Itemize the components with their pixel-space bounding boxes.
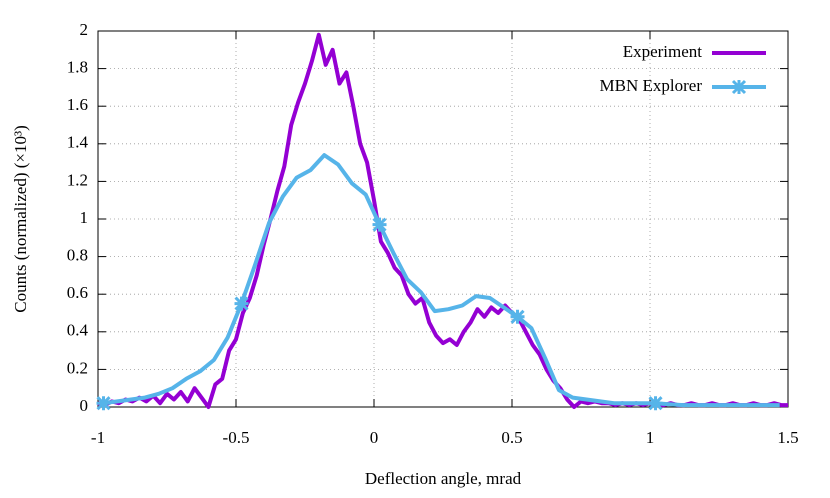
- legend-label: Experiment: [623, 42, 703, 61]
- y-tick-label: 2: [80, 20, 89, 39]
- marker: [510, 309, 525, 324]
- y-tick-label: 1.2: [67, 170, 88, 189]
- data-line: [103, 153, 780, 408]
- marker: [372, 217, 387, 232]
- y-tick-label: 0.6: [67, 283, 88, 302]
- y-tick-label: 0.2: [67, 358, 88, 377]
- x-tick-label: -0.5: [223, 428, 250, 447]
- x-tick-label: 0: [370, 428, 379, 447]
- legend-label: MBN Explorer: [600, 76, 703, 95]
- y-axis-label: Counts (normalized) (×10³): [11, 125, 30, 312]
- plot-frame: [97, 30, 789, 408]
- y-tick-label: 0.8: [67, 246, 88, 265]
- marker: [96, 396, 111, 411]
- y-tick-label: 0: [80, 396, 89, 415]
- marker: [234, 296, 249, 311]
- x-tick-label: 0.5: [501, 428, 522, 447]
- x-axis-label: Deflection angle, mrad: [365, 469, 522, 488]
- x-tick-label: -1: [91, 428, 105, 447]
- marker: [648, 396, 663, 411]
- y-tick-label: 1.6: [67, 95, 88, 114]
- y-tick-label: 0.4: [67, 321, 89, 340]
- y-tick-label: 1.4: [67, 133, 89, 152]
- y-tick-label: 1: [80, 208, 89, 227]
- legend-marker: [731, 79, 747, 95]
- y-tick-label: 1.8: [67, 58, 88, 77]
- x-tick-label: 1.5: [777, 428, 798, 447]
- x-tick-label: 1: [646, 428, 655, 447]
